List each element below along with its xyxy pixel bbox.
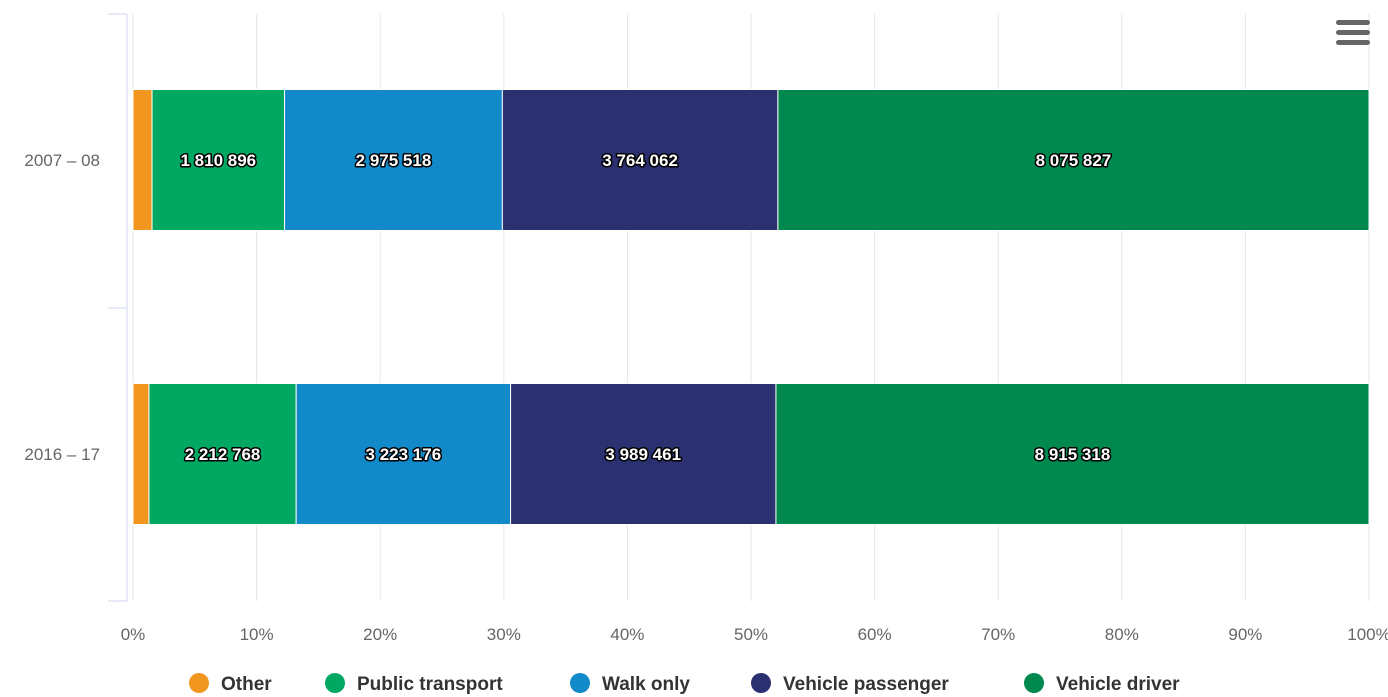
bar-segment[interactable] (284, 89, 503, 231)
legend-label: Walk only (602, 674, 690, 695)
data-label: 2 212 768 (185, 445, 261, 464)
category-axis: 2007 – 08 2016 – 17 (24, 13, 128, 602)
x-tick-label: 20% (363, 625, 397, 644)
category-label: 2007 – 08 (24, 151, 100, 170)
legend-item[interactable]: Public transport (325, 673, 503, 695)
legend-marker (751, 673, 771, 693)
bar-segment[interactable] (132, 89, 153, 231)
legend-marker (325, 673, 345, 693)
data-label: 8 915 318 (1035, 445, 1111, 464)
data-labels: 1 810 896 2 975 518 3 764 062 8 075 827 2 21… (179, 150, 1113, 466)
bar-segment[interactable] (295, 383, 512, 525)
legend-item[interactable]: Vehicle driver (1024, 673, 1180, 695)
data-label: 3 223 176 (366, 445, 442, 464)
x-tick-label: 80% (1105, 625, 1139, 644)
legend-label: Public transport (357, 674, 503, 695)
legend-item[interactable]: Vehicle passenger (751, 673, 949, 695)
x-tick-label: 90% (1228, 625, 1262, 644)
data-label: 1 810 896 (180, 151, 256, 170)
data-label: 2 975 518 (356, 151, 432, 170)
x-tick-label: 0% (121, 625, 146, 644)
hamburger-menu-icon (1336, 20, 1370, 25)
legend-marker (570, 673, 590, 693)
data-label: 3 989 461 (605, 445, 681, 464)
legend: Other Public transport Walk only Vehicle pa… (189, 673, 1180, 695)
category-label: 2016 – 17 (24, 445, 100, 464)
x-tick-label: 70% (981, 625, 1015, 644)
legend-marker (1024, 673, 1044, 693)
data-label: 3 764 062 (602, 151, 678, 170)
bar-segment[interactable] (777, 89, 1370, 231)
bar-series (132, 89, 1370, 525)
legend-marker (189, 673, 209, 693)
bar-segment[interactable] (148, 383, 297, 525)
hamburger-menu-icon-line (1336, 40, 1370, 45)
legend-label: Other (221, 674, 272, 695)
x-tick-label: 30% (487, 625, 521, 644)
data-label: 8 075 827 (1036, 151, 1112, 170)
hamburger-menu-icon-line (1336, 30, 1370, 35)
x-tick-label: 10% (240, 625, 274, 644)
x-tick-label: 50% (734, 625, 768, 644)
legend-item[interactable]: Walk only (570, 673, 690, 695)
legend-item[interactable]: Other (189, 673, 272, 695)
x-axis-ticks: 0% 10% 20% 30% 40% 50% 60% 70% 80% 90% 100% (121, 625, 1388, 644)
bar-segment[interactable] (501, 89, 779, 231)
bar-segment[interactable] (151, 89, 286, 231)
bar-segment[interactable] (775, 383, 1370, 525)
x-tick-label: 100% (1347, 625, 1388, 644)
legend-label: Vehicle driver (1056, 674, 1180, 695)
x-tick-label: 60% (858, 625, 892, 644)
chart-menu-button[interactable] (1336, 20, 1370, 50)
x-tick-label: 40% (610, 625, 644, 644)
legend-label: Vehicle passenger (783, 674, 949, 695)
bar-segment[interactable] (132, 383, 150, 525)
